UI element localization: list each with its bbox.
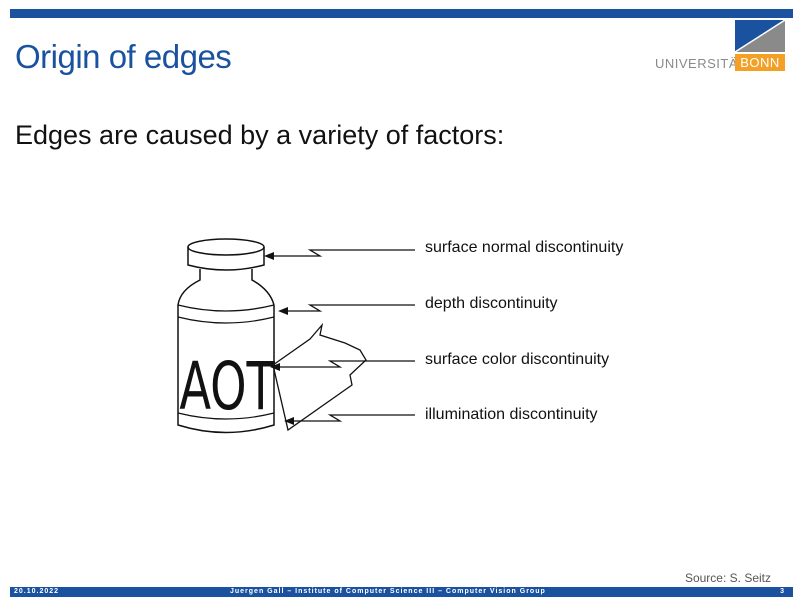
logo-mark-icon [735, 20, 785, 52]
top-bar [10, 9, 793, 18]
leader-surface-normal [268, 249, 415, 257]
edges-figure: AOT surface normal discontinuity depth d… [170, 225, 670, 455]
bottle-body [177, 305, 275, 434]
label-depth: depth discontinuity [425, 295, 558, 312]
leader-depth [282, 304, 415, 312]
footer-date: 20.10.2022 [14, 588, 60, 595]
leader-arrowheads [264, 252, 294, 425]
label-surface-normal: surface normal discontinuity [425, 239, 624, 256]
source-credit: Source: S. Seitz [684, 571, 771, 585]
shadow-outline [272, 322, 367, 432]
label-illumination: illumination discontinuity [425, 406, 598, 423]
leader-illumination [288, 414, 415, 422]
leader-surface-color [274, 360, 415, 368]
bottle-label-band [177, 316, 275, 420]
slide-title: Origin of edges [15, 38, 232, 75]
arrow-icon [270, 363, 280, 371]
label-surface-color: surface color discontinuity [425, 351, 610, 368]
bottle-text: AOT [179, 348, 275, 425]
bottle-neck [177, 269, 275, 306]
logo-word-universitat: UNIVERSITÄT [655, 56, 747, 71]
bottle-shoulder [177, 304, 275, 312]
arrow-icon [264, 252, 274, 260]
lead-text: Edges are caused by a variety of factors… [15, 120, 505, 150]
bottle-lid-top [187, 238, 265, 256]
university-logo: UNIVERSITÄT BONN [655, 20, 790, 72]
leader-lines [268, 249, 415, 422]
arrow-icon [284, 417, 294, 425]
arrow-icon [278, 307, 288, 315]
bottle-lid-side [187, 247, 265, 271]
footer-bar: 20.10.2022 Juergen Gall – Institute of C… [10, 587, 793, 597]
bottle-illustration: AOT [177, 238, 415, 434]
footer-institute: Juergen Gall – Institute of Computer Sci… [230, 588, 546, 595]
page-number: 3 [780, 588, 785, 595]
logo-word-bonn: BONN [735, 54, 785, 71]
